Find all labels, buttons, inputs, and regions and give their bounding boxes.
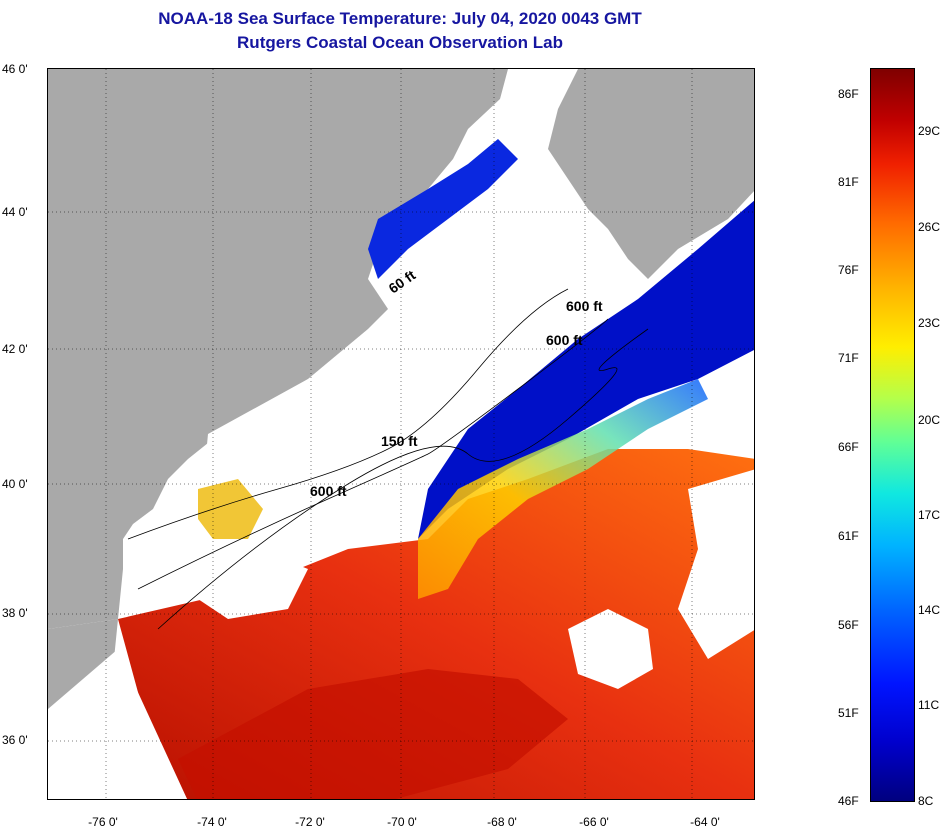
colorbar-f-66: 66F: [838, 440, 859, 454]
map-subtitle: Rutgers Coastal Ocean Observation Lab: [237, 33, 563, 52]
colorbar-c-17: 17C: [918, 508, 941, 522]
contour-label-600ft-a: 600 ft: [566, 298, 603, 314]
colorbar-f-71: 71F: [838, 351, 859, 365]
contour-label-150ft: 150 ft: [381, 433, 418, 449]
cloud-patch-2: [678, 469, 754, 659]
colorbar-c-29: 29C: [918, 124, 941, 138]
contour-150ft: [137, 318, 609, 590]
contour-label-600ft-c: 600 ft: [310, 483, 347, 499]
colorbar-f-76: 76F: [838, 263, 859, 277]
cold-water-gulf-of-maine: [368, 139, 518, 279]
cloud-patch-1: [568, 609, 653, 689]
cold-water-slope: [418, 200, 754, 539]
lat-label-42: 42 0': [2, 342, 28, 356]
cloud-patch-3: [188, 549, 308, 619]
colorbar-f-61: 61F: [838, 529, 859, 543]
lat-label-44: 44 0': [2, 205, 28, 219]
lon-label-66: -66 0': [579, 815, 609, 829]
land-nova-scotia: [548, 69, 754, 279]
colorbar-c-14: 14C: [918, 603, 941, 617]
lon-label-64: -64 0': [690, 815, 720, 829]
sst-map: 60 ft 600 ft 600 ft 150 ft 600 ft: [47, 68, 755, 800]
colorbar-c-8: 8C: [918, 794, 934, 808]
swath-edge: [48, 649, 188, 799]
lat-label-38: 38 0': [2, 606, 28, 620]
colorbar-c-20: 20C: [918, 413, 941, 427]
colorbar-f-56: 56F: [838, 618, 859, 632]
land-north-america: [48, 69, 508, 629]
contour-label-60ft: 60 ft: [386, 267, 419, 297]
contour-label-600ft-b: 600 ft: [546, 332, 583, 348]
contour-600ft: [157, 328, 649, 630]
lat-label-36: 36 0': [2, 733, 28, 747]
lon-label-68: -68 0': [487, 815, 517, 829]
colorbar-c-23: 23C: [918, 316, 941, 330]
colorbar-f-46: 46F: [838, 794, 859, 808]
shelf-area: [198, 229, 608, 539]
lat-label-40: 40 0': [2, 477, 28, 491]
colorbar-c-11: 11C: [918, 698, 940, 712]
contour-60ft: [127, 288, 569, 540]
lon-label-72: -72 0': [295, 815, 325, 829]
thermal-front: [418, 379, 708, 599]
lon-label-76: -76 0': [88, 815, 118, 829]
temperature-colorbar: [870, 68, 915, 802]
hot-core: [178, 669, 568, 799]
colorbar-f-86: 86F: [838, 87, 859, 101]
colorbar-c-26: 26C: [918, 220, 941, 234]
lon-label-70: -70 0': [387, 815, 417, 829]
lat-label-46: 46 0': [2, 62, 28, 76]
sst-map-canvas: 60 ft 600 ft 600 ft 150 ft 600 ft: [48, 69, 754, 799]
map-title: NOAA-18 Sea Surface Temperature: July 04…: [158, 9, 642, 28]
lon-label-74: -74 0': [197, 815, 227, 829]
colorbar-f-51: 51F: [838, 706, 859, 720]
colorbar-f-81: 81F: [838, 175, 859, 189]
warm-coastal-patch: [198, 479, 263, 539]
